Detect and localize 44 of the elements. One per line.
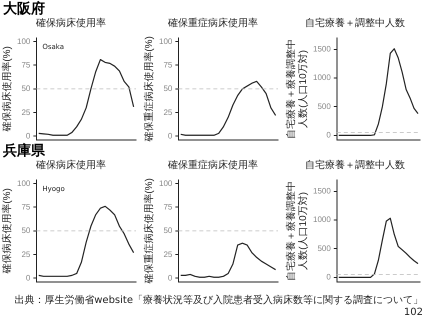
y-tick-label: 50 bbox=[163, 84, 173, 94]
y-tick-label: 25 bbox=[163, 108, 173, 117]
y-axis-title: 自宅療養＋療養調整中人数(人口10万対) bbox=[284, 180, 309, 281]
chart-subtitle: 確保病床使用率 bbox=[35, 17, 107, 30]
y-tick-label: 50 bbox=[21, 226, 31, 236]
y-tick-label: 0 bbox=[168, 131, 173, 140]
y-tick-label: 0 bbox=[26, 131, 31, 140]
y-tick-label: 75 bbox=[163, 202, 173, 212]
y-tick-label: 0 bbox=[326, 272, 332, 282]
y-tick-label: 100 bbox=[158, 178, 173, 188]
chart-title: 確保重症病床使用率 bbox=[167, 17, 259, 30]
chart-title: 兵庫県 bbox=[3, 142, 45, 160]
chart-title: 大阪府 bbox=[3, 0, 45, 18]
y-tick-label: 75 bbox=[21, 60, 31, 70]
y-tick-label: 0 bbox=[168, 273, 173, 282]
source-note: 出典：厚生労働省website「療養状況等及び入院患者受入病床数等に関する調査について」 bbox=[14, 295, 423, 306]
y-tick-label: 500 bbox=[317, 102, 332, 111]
y-axis-title: 確保重症病床使用率(%) bbox=[142, 36, 155, 143]
y-tick-label: 25 bbox=[21, 250, 31, 259]
y-axis-title: 確保重症病床使用率(%) bbox=[142, 178, 155, 285]
y-tick-label: 500 bbox=[317, 244, 332, 253]
y-tick-label: 100 bbox=[158, 36, 173, 46]
y-axis-title: 確保病床使用率(%) bbox=[0, 188, 13, 275]
y-tick-label: 25 bbox=[163, 250, 173, 259]
y-axis-title: 自宅療養＋療養調整中人数(人口10万対) bbox=[284, 38, 309, 139]
chart-title: 自宅療養＋調整中人数 bbox=[304, 159, 406, 172]
chart-subtitle: 確保病床使用率 bbox=[35, 159, 107, 172]
y-tick-label: 1500 bbox=[313, 186, 332, 196]
y-tick-label: 0 bbox=[26, 273, 31, 282]
y-tick-label: 1500 bbox=[313, 44, 332, 54]
y-tick-label: 50 bbox=[21, 84, 31, 94]
y-axis-title: 確保病床使用率(%) bbox=[0, 46, 13, 133]
y-tick-label: 100 bbox=[16, 178, 31, 188]
y-tick-label: 50 bbox=[163, 226, 173, 236]
y-tick-label: 25 bbox=[21, 108, 31, 117]
y-tick-label: 0 bbox=[326, 130, 332, 140]
y-tick-label: 1000 bbox=[313, 215, 332, 224]
y-tick-label: 100 bbox=[16, 36, 31, 46]
y-tick-label: 75 bbox=[163, 60, 173, 70]
chart-title: 自宅療養＋調整中人数 bbox=[304, 17, 406, 30]
chart-title: 確保重症病床使用率 bbox=[167, 159, 259, 172]
text: 102 bbox=[404, 307, 423, 318]
y-tick-label: 75 bbox=[21, 202, 31, 212]
y-tick-label: 1000 bbox=[313, 73, 332, 82]
